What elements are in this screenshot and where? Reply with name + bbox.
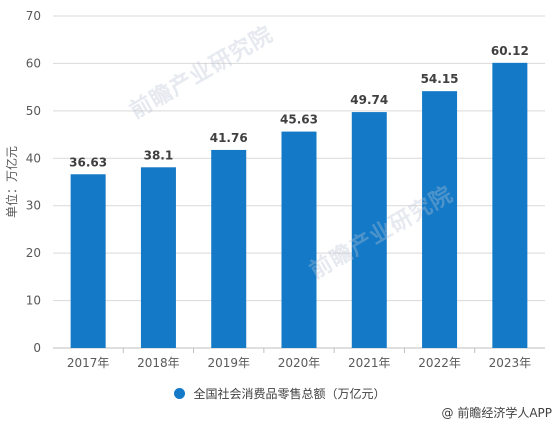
x-tick-label: 2021年 — [348, 356, 391, 370]
y-tick-label: 20 — [26, 246, 41, 260]
data-label: 49.74 — [350, 93, 388, 107]
legend-label: 全国社会消费品零售总额（万亿元） — [193, 387, 386, 401]
data-label: 36.63 — [69, 155, 107, 169]
x-tick-label: 2017年 — [67, 356, 110, 370]
y-tick-label: 40 — [26, 151, 41, 165]
x-tick-label: 2019年 — [207, 356, 250, 370]
x-tick-label: 2022年 — [418, 356, 461, 370]
data-label: 60.12 — [491, 44, 529, 58]
x-tick-label: 2020年 — [278, 356, 321, 370]
bar — [281, 131, 317, 348]
y-tick-label: 10 — [26, 294, 41, 308]
bar — [140, 167, 176, 348]
bar — [211, 149, 247, 348]
y-tick-label: 30 — [26, 199, 41, 213]
y-axis-title: 单位：万亿元 — [4, 146, 19, 218]
y-tick-label: 60 — [26, 56, 41, 70]
legend-marker — [174, 388, 186, 399]
x-tick-label: 2018年 — [137, 356, 180, 370]
y-tick-label: 70 — [26, 9, 41, 23]
source-credit: @ 前瞻经济学人APP — [441, 406, 553, 420]
bar — [351, 112, 387, 348]
bar — [492, 62, 528, 348]
x-tick-label: 2023年 — [489, 356, 532, 370]
bar — [422, 91, 458, 348]
y-tick-label: 0 — [33, 341, 41, 355]
data-label: 41.76 — [210, 131, 248, 145]
bar — [70, 174, 106, 348]
data-label: 38.1 — [144, 148, 174, 162]
data-label: 45.63 — [280, 113, 318, 127]
legend: 全国社会消费品零售总额（万亿元） — [0, 385, 560, 402]
data-label: 54.15 — [421, 72, 459, 86]
y-tick-label: 50 — [26, 104, 41, 118]
